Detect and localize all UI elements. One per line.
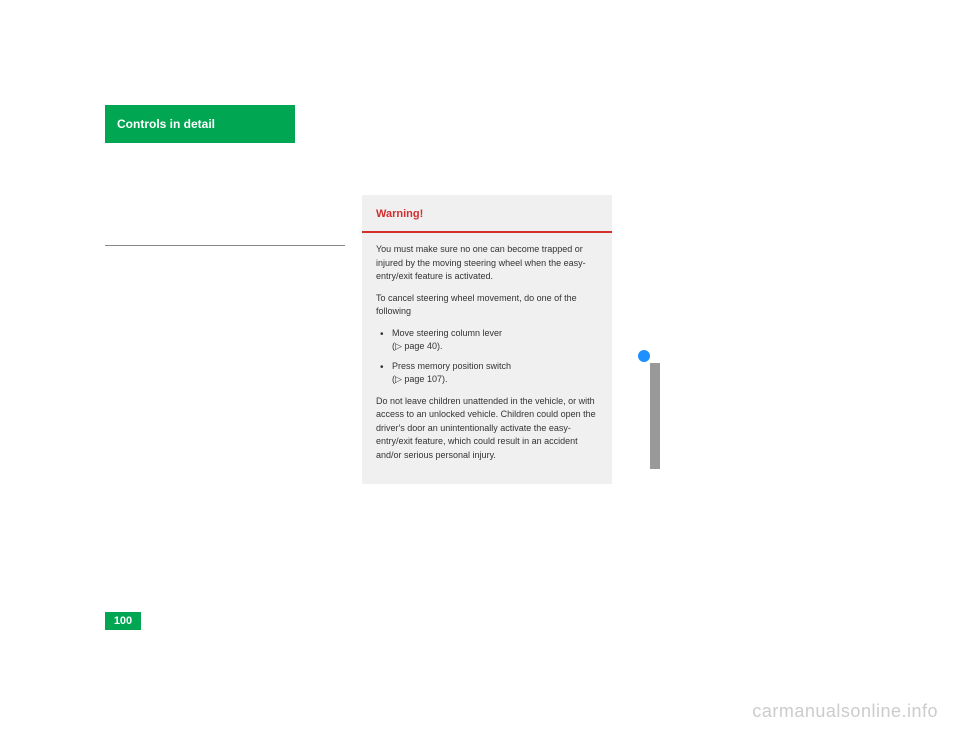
header-bar: Controls in detail xyxy=(105,105,295,143)
divider-line xyxy=(105,245,345,246)
warning-body: You must make sure no one can become tra… xyxy=(362,233,612,484)
warning-title: Warning! xyxy=(376,208,423,220)
warning-para1: You must make sure no one can become tra… xyxy=(376,243,598,284)
warning-bullet-1-text: Move steering column lever xyxy=(392,328,502,338)
watermark: carmanualsonline.info xyxy=(752,701,938,722)
blue-dot-icon xyxy=(638,350,650,362)
warning-para3: Do not leave children unattended in the … xyxy=(376,395,598,463)
warning-bullet-1: Move steering column lever (▷ page 40). xyxy=(376,327,598,354)
warning-list: Move steering column lever (▷ page 40). … xyxy=(376,327,598,387)
warning-box: Warning! You must make sure no one can b… xyxy=(362,195,612,484)
warning-bullet-2: Press memory position switch (▷ page 107… xyxy=(376,360,598,387)
warning-para2: To cancel steering wheel movement, do on… xyxy=(376,292,598,319)
header-title: Controls in detail xyxy=(117,117,215,131)
page-number: 100 xyxy=(114,615,132,627)
page-container: Controls in detail Warning! You must mak… xyxy=(95,105,865,630)
warning-bullet-2-text: Press memory position switch xyxy=(392,361,511,371)
page-number-box: 100 xyxy=(105,612,141,630)
warning-header: Warning! xyxy=(362,195,612,233)
side-tab-bar xyxy=(650,363,660,469)
warning-bullet-2-ref: (▷ page 107). xyxy=(392,374,447,384)
warning-bullet-1-ref: (▷ page 40). xyxy=(392,341,442,351)
